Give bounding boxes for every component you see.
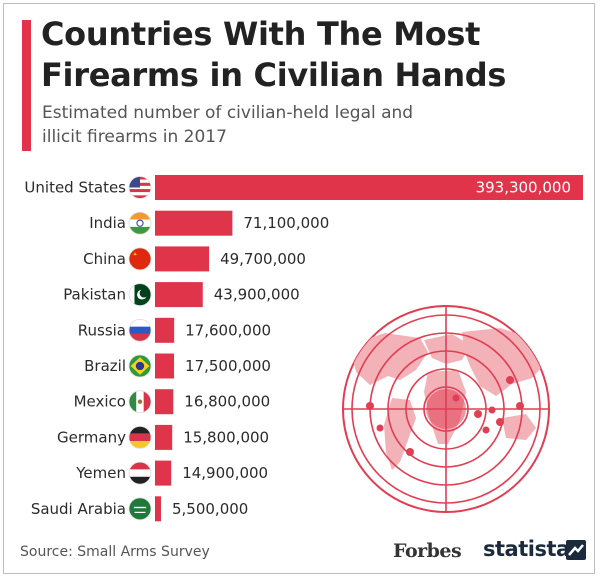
world-target-icon bbox=[342, 305, 550, 513]
bar bbox=[155, 424, 173, 450]
bar bbox=[155, 282, 203, 308]
bar bbox=[155, 389, 174, 415]
category-label: India bbox=[89, 214, 126, 232]
value-label: 16,800,000 bbox=[184, 393, 270, 411]
chart-title: Countries With The Most Firearms in Civi… bbox=[41, 15, 507, 94]
mexico-flag-icon bbox=[128, 390, 152, 414]
value-label: 5,500,000 bbox=[172, 500, 248, 518]
title-accent-bar bbox=[22, 20, 31, 151]
brazil-flag-icon bbox=[128, 354, 152, 378]
bar bbox=[155, 317, 175, 343]
value-label: 17,500,000 bbox=[185, 357, 271, 375]
source-note: Source: Small Arms Survey bbox=[20, 544, 210, 560]
value-label: 14,900,000 bbox=[182, 464, 268, 482]
category-label: Germany bbox=[57, 428, 126, 446]
value-label: 71,100,000 bbox=[243, 214, 329, 232]
bar bbox=[155, 460, 172, 486]
china-flag-icon bbox=[128, 247, 152, 271]
germany-flag-icon bbox=[128, 425, 152, 449]
us-flag-icon bbox=[128, 176, 152, 199]
bar bbox=[155, 246, 210, 272]
category-label: Yemen bbox=[75, 464, 126, 482]
pakistan-flag-icon bbox=[128, 283, 152, 307]
bar bbox=[155, 496, 161, 522]
value-label: 393,300,000 bbox=[476, 179, 571, 197]
saudi-arabia-flag-icon bbox=[128, 497, 152, 521]
value-label: 15,800,000 bbox=[183, 428, 269, 446]
chart-subtitle: Estimated number of civilian-held legal … bbox=[42, 103, 414, 147]
value-label: 17,600,000 bbox=[185, 321, 271, 339]
bar bbox=[155, 175, 583, 200]
forbes-logo: Forbes bbox=[393, 540, 462, 562]
yemen-flag-icon bbox=[128, 461, 152, 485]
category-label: Pakistan bbox=[63, 286, 126, 304]
statista-mark-icon bbox=[566, 540, 586, 560]
category-label: Mexico bbox=[74, 393, 126, 411]
russia-flag-icon bbox=[128, 318, 152, 342]
value-label: 43,900,000 bbox=[214, 286, 300, 304]
infographic-frame bbox=[3, 3, 595, 574]
category-label: Russia bbox=[78, 321, 126, 339]
category-label: Brazil bbox=[84, 357, 126, 375]
bar bbox=[155, 210, 233, 236]
value-label: 49,700,000 bbox=[220, 250, 306, 268]
category-label: Saudi Arabia bbox=[31, 500, 126, 518]
category-label: China bbox=[83, 250, 126, 268]
statista-logo: statista bbox=[483, 537, 570, 561]
category-label: United States bbox=[24, 179, 126, 197]
india-flag-icon bbox=[128, 211, 152, 235]
bar bbox=[155, 353, 175, 379]
